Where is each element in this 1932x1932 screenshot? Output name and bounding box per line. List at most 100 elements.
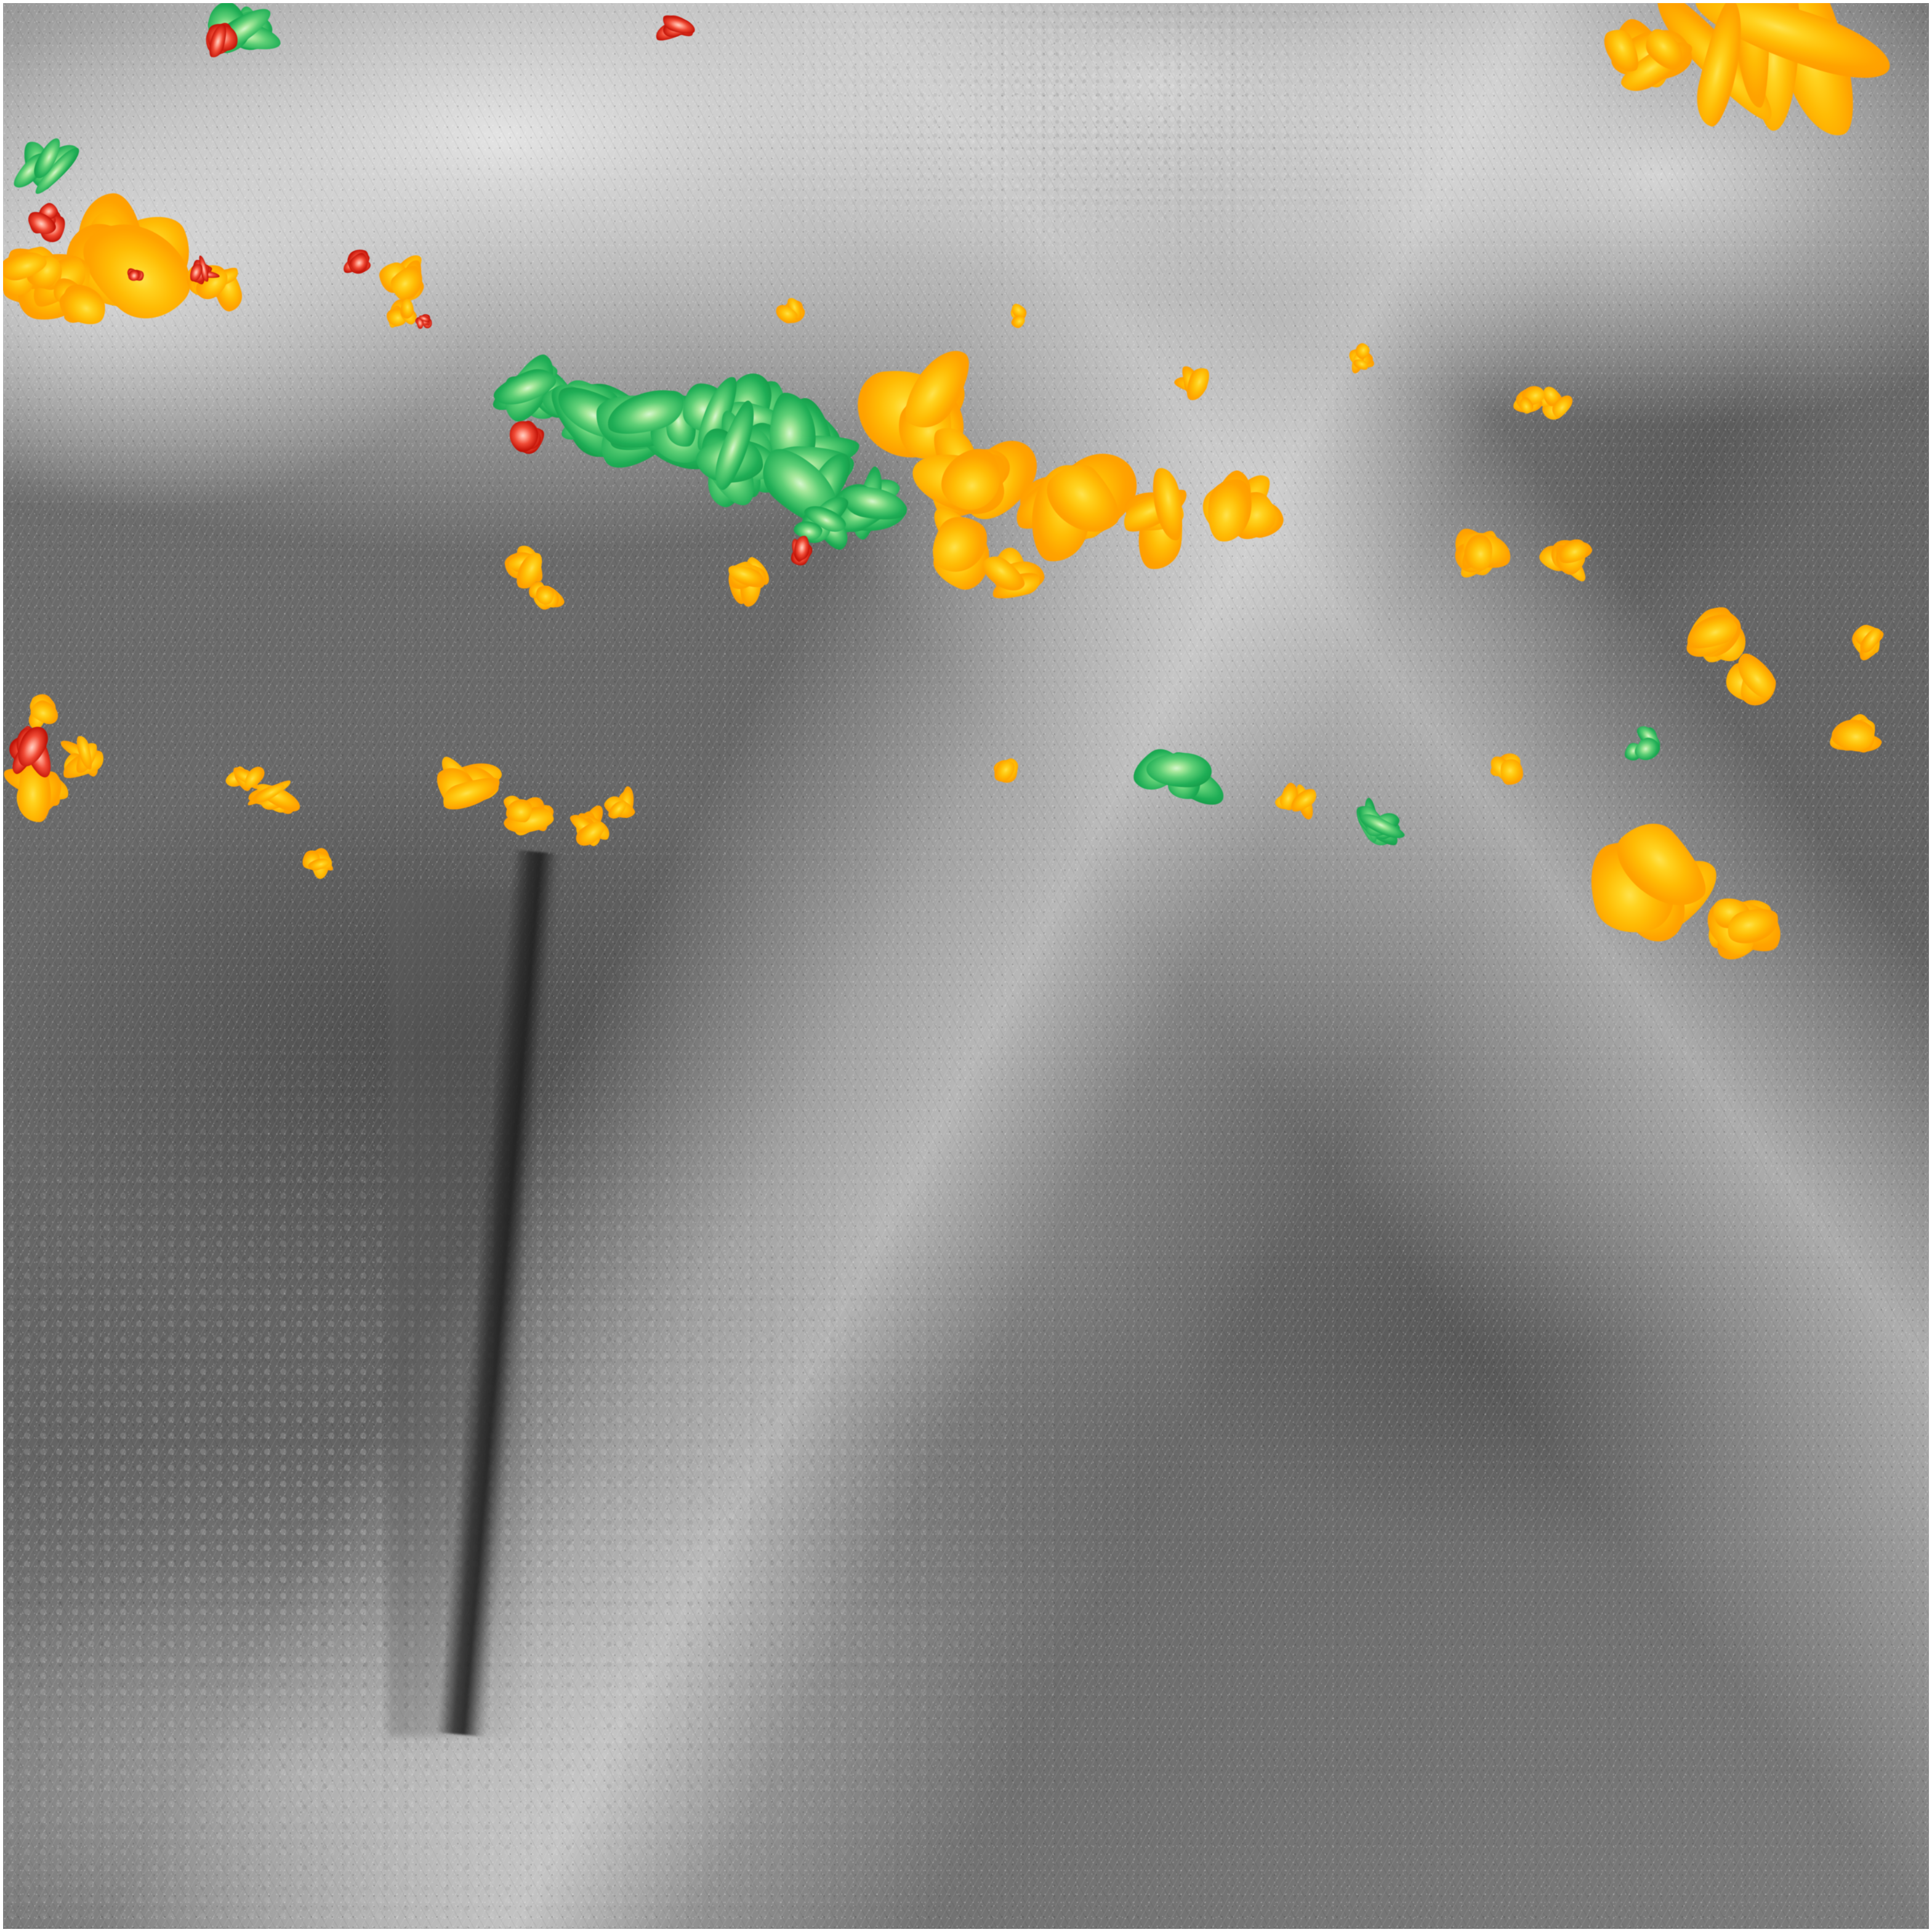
cloud-overlay-lobe — [944, 536, 995, 585]
cloud-overlay-lobe — [384, 249, 427, 296]
cloud-overlay-lobe — [18, 728, 57, 781]
cloud-overlay-lobe — [1458, 528, 1515, 575]
cloud-overlay-lobe — [1681, 610, 1741, 655]
cloud-overlay-lobe — [922, 506, 996, 583]
cloud-overlay-lobe — [795, 506, 836, 549]
cloud-overlay-lobe — [55, 278, 113, 332]
cloud-overlay-lobe — [12, 722, 53, 772]
cloud-overlay-lobe — [1463, 533, 1494, 571]
cloud-overlay-lobe — [268, 786, 300, 818]
cloud-overlay-lobe — [1446, 521, 1504, 582]
cloud-overlay-lobe — [1286, 785, 1320, 816]
cloud-overlay-lobe — [573, 808, 614, 843]
cloud-overlay-lobe — [991, 758, 1015, 781]
cloud-overlay-lobe — [72, 739, 100, 777]
cloud-overlay-lobe — [1135, 491, 1187, 573]
cloud-overlay-lobe — [31, 143, 84, 199]
cloud-overlay-lobe — [503, 550, 540, 581]
cloud-overlay-lobe — [188, 265, 227, 304]
cloud-overlay-lobe — [302, 848, 334, 872]
cloud-overlay-region-amber — [1193, 465, 1286, 548]
cloud-overlay-lobe — [1620, 844, 1729, 948]
cloud-overlay-lobe — [127, 269, 141, 283]
cloud-overlay-region-green — [1345, 797, 1407, 851]
cloud-overlay-lobe — [227, 7, 276, 55]
cloud-overlay-lobe — [13, 241, 63, 296]
cloud-overlay-region-amber — [1596, 12, 1699, 100]
cloud-overlay-region-amber — [183, 261, 230, 304]
cloud-overlay-lobe — [15, 727, 41, 763]
cloud-overlay-lobe — [800, 455, 843, 529]
cloud-overlay-lobe — [661, 388, 699, 449]
cloud-overlay-lobe — [1346, 346, 1375, 370]
cloud-overlay-lobe — [784, 296, 804, 323]
cloud-overlay-lobe — [594, 393, 682, 451]
cloud-overlay-lobe — [1193, 470, 1261, 536]
cloud-overlay-lobe — [418, 313, 432, 328]
cloud-overlay-lobe — [1519, 383, 1547, 408]
cloud-overlay-lobe — [1183, 373, 1197, 394]
cloud-overlay-lobe — [1853, 622, 1883, 650]
cloud-overlay-lobe — [1639, 23, 1691, 76]
cloud-overlay-lobe — [1861, 626, 1885, 645]
cloud-overlay-lobe — [749, 438, 852, 537]
cloud-overlay-region-amber — [26, 689, 62, 732]
cloud-overlay-lobe — [1749, 3, 1868, 145]
cloud-overlay-lobe — [992, 547, 1026, 594]
cloud-overlay-lobe — [1451, 535, 1494, 578]
cloud-overlay-lobe — [1354, 802, 1390, 842]
cloud-overlay-lobe — [541, 382, 621, 424]
cloud-overlay-lobe — [260, 788, 289, 816]
cloud-overlay-lobe — [1556, 538, 1595, 566]
cloud-overlay-lobe — [1856, 627, 1885, 664]
cloud-overlay-region-amber — [46, 191, 206, 337]
cloud-overlay-lobe — [1837, 722, 1880, 755]
cloud-overlay-region-green — [1621, 722, 1664, 765]
cloud-overlay-lobe — [32, 208, 58, 233]
cloud-overlay-lobe — [1008, 301, 1030, 323]
cloud-overlay-lobe — [1241, 498, 1286, 541]
cloud-overlay-lobe — [82, 223, 164, 308]
cloud-overlay-lobe — [530, 582, 561, 613]
cloud-overlay-region-red — [783, 534, 815, 570]
cloud-overlay-lobe — [509, 358, 582, 426]
cloud-overlay-lobe — [210, 267, 246, 314]
cloud-overlay-lobe — [996, 757, 1020, 786]
cloud-overlay-lobe — [1702, 908, 1753, 953]
cloud-overlay-lobe — [299, 848, 324, 873]
cloud-overlay-region-amber — [1487, 747, 1525, 786]
cloud-overlay-lobe — [451, 757, 504, 806]
cloud-overlay-lobe — [26, 693, 49, 715]
cloud-overlay-lobe — [926, 419, 1000, 521]
cloud-overlay-lobe — [573, 808, 600, 842]
cloud-overlay-lobe — [1372, 818, 1403, 843]
cloud-overlay-lobe — [421, 316, 433, 329]
cloud-overlay-lobe — [1579, 831, 1683, 944]
cloud-overlay-lobe — [248, 786, 290, 809]
cloud-overlay-lobe — [196, 261, 230, 296]
cloud-overlay-lobe — [183, 261, 215, 292]
cloud-overlay-lobe — [589, 380, 701, 480]
cloud-overlay-region-amber — [1844, 621, 1885, 664]
cloud-overlay-lobe — [525, 579, 548, 601]
cloud-overlay-lobe — [873, 369, 977, 457]
cloud-overlay-lobe — [855, 366, 948, 463]
cloud-overlay-lobe — [196, 275, 239, 304]
cloud-overlay-lobe — [996, 557, 1047, 597]
cloud-overlay-lobe — [1731, 667, 1772, 700]
cloud-overlay-lobe — [203, 20, 242, 55]
cloud-overlay-lobe — [416, 316, 425, 329]
cloud-overlay-lobe — [1707, 890, 1790, 960]
cumulus-speckle-layer — [3, 3, 1929, 1929]
cloud-overlay-lobe — [37, 201, 60, 223]
cloud-overlay-lobe — [602, 387, 710, 461]
cloud-overlay-lobe — [400, 298, 415, 320]
cloud-overlay-lobe — [396, 302, 421, 328]
cloud-overlay-lobe — [347, 250, 372, 276]
cloud-overlay-lobe — [526, 801, 557, 828]
cloud-overlay-lobe — [387, 298, 413, 329]
cloud-overlay-lobe — [1362, 808, 1403, 842]
cloud-overlay-lobe — [930, 440, 1015, 521]
cloud-overlay-lobe — [1697, 612, 1755, 669]
cloud-overlay-lobe — [575, 802, 607, 847]
